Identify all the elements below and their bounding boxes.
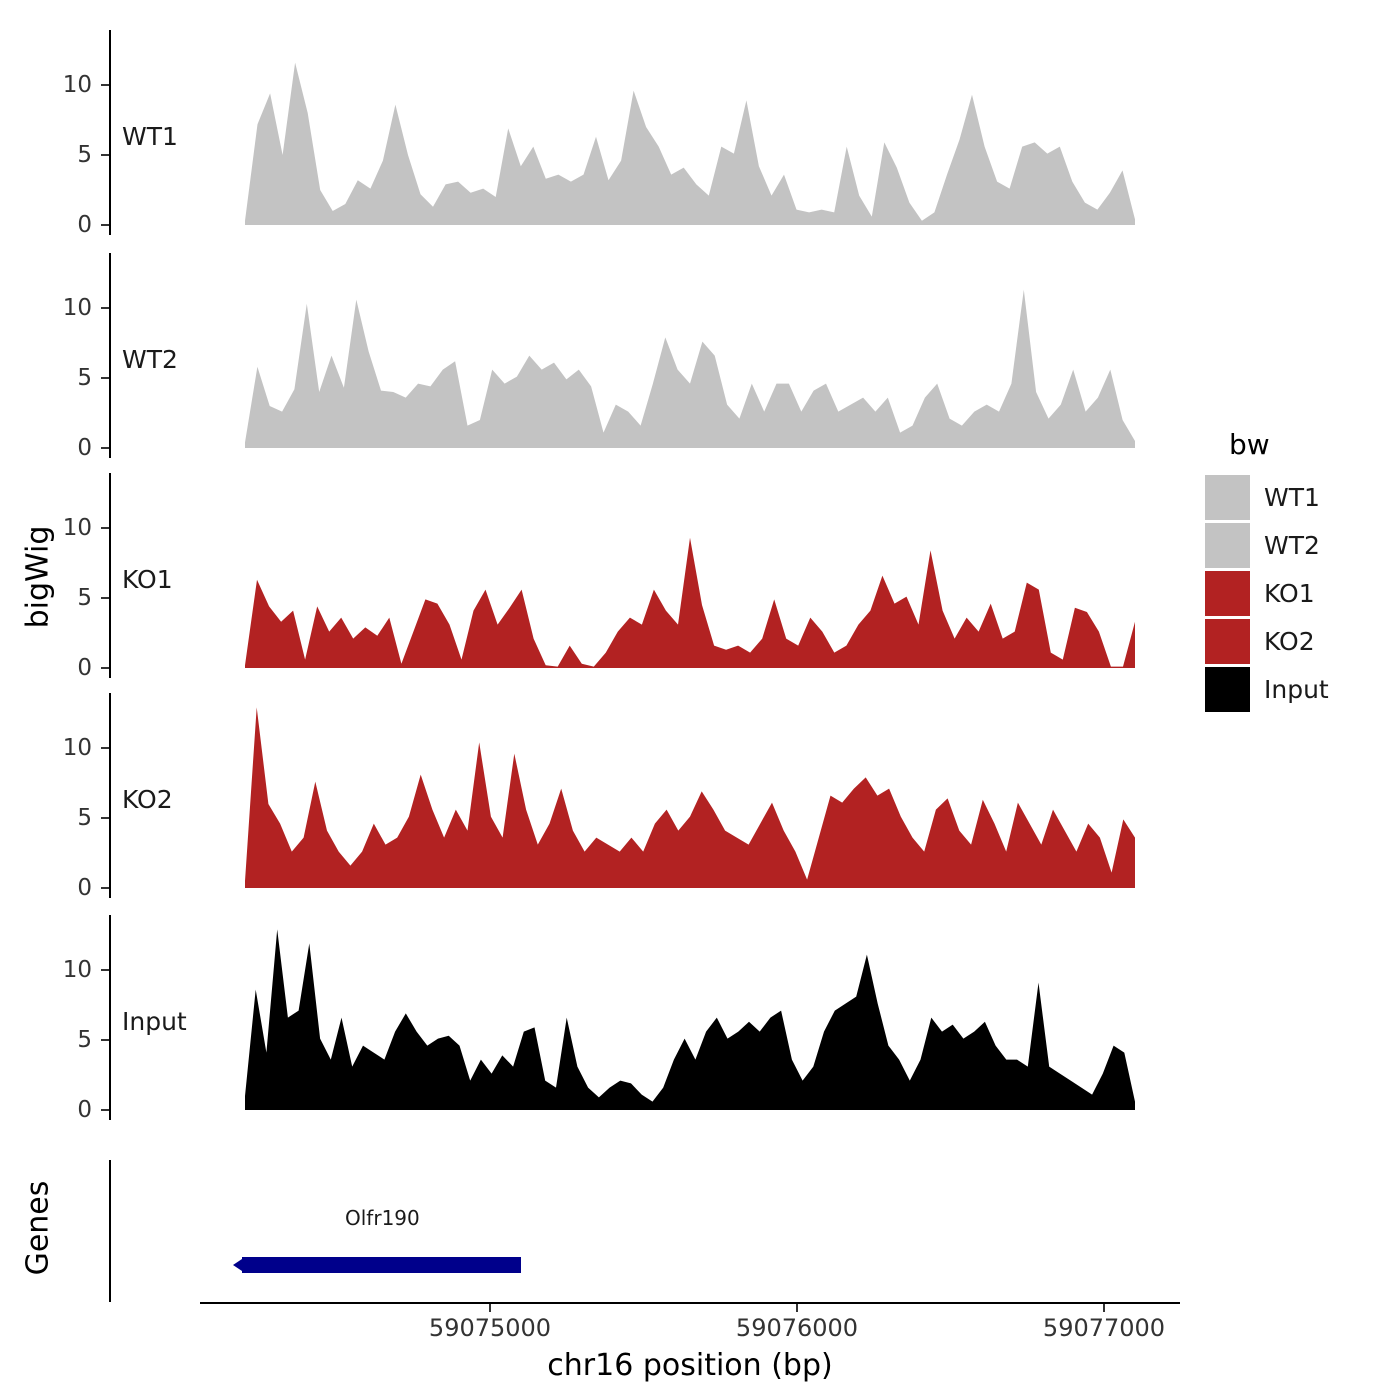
x-tick-label-59075000: 59075000: [428, 1314, 552, 1342]
legend-item-ko1: KO1: [1205, 569, 1329, 617]
legend: bw WT1 WT2 KO1 KO2 Input: [1205, 430, 1329, 713]
y-tick-mark: [101, 887, 109, 889]
coverage-area-wt2: [245, 289, 1135, 448]
gene-strand-arrow-icon: [233, 1259, 242, 1271]
legend-item-input: Input: [1205, 665, 1329, 713]
x-tick-label-59077000: 59077000: [1042, 1314, 1166, 1342]
track-panel-wt2: 10 5 0 WT2: [0, 253, 1400, 463]
coverage-area-ko1: [245, 537, 1135, 668]
y-tick-mark: [101, 969, 109, 971]
y-tick-label-5: 5: [77, 1027, 92, 1053]
y-tick-label-0: 0: [77, 435, 92, 461]
coverage-track-wt2: [245, 289, 1135, 448]
y-tick-label-10: 10: [62, 515, 92, 541]
track-label-wt2: WT2: [122, 345, 178, 374]
y-tick-mark: [101, 154, 109, 156]
track-label-ko2: KO2: [122, 785, 173, 814]
legend-item-wt2: WT2: [1205, 521, 1329, 569]
y-tick-label-5: 5: [77, 585, 92, 611]
y-tick-label-5: 5: [77, 805, 92, 831]
x-tick-label-59076000: 59076000: [735, 1314, 859, 1342]
x-tick-mark: [1103, 1304, 1105, 1312]
legend-item-label: KO1: [1264, 578, 1315, 608]
y-axis-line: [109, 30, 111, 235]
coverage-area-input: [245, 929, 1135, 1110]
legend-item-ko2: KO2: [1205, 617, 1329, 665]
y-tick-label-0: 0: [77, 655, 92, 681]
y-tick-label-10: 10: [62, 295, 92, 321]
y-tick-label-10: 10: [62, 957, 92, 983]
track-label-input: Input: [122, 1007, 187, 1036]
legend-title: bw: [1229, 428, 1270, 461]
gene-bar-olfr190: [233, 1257, 521, 1273]
y-tick-mark: [101, 1039, 109, 1041]
y-tick-mark: [101, 747, 109, 749]
legend-item-wt1: WT1: [1205, 473, 1329, 521]
legend-swatch-wt1: [1205, 474, 1250, 520]
y-axis-line: [109, 693, 111, 898]
y-tick-mark: [101, 84, 109, 86]
y-tick-mark: [101, 1109, 109, 1111]
y-tick-label-0: 0: [77, 875, 92, 901]
y-tick-mark: [101, 307, 109, 309]
y-tick-label-0: 0: [77, 1097, 92, 1123]
track-panel-wt1: 10 5 0 WT1: [0, 30, 1400, 240]
coverage-track-input: [245, 929, 1135, 1110]
x-axis-title: chr16 position (bp): [547, 1348, 833, 1383]
legend-item-label: WT2: [1264, 530, 1320, 560]
y-tick-mark: [101, 377, 109, 379]
legend-item-label: Input: [1264, 674, 1329, 704]
legend-swatch-wt2: [1205, 522, 1250, 568]
y-tick-mark: [101, 817, 109, 819]
legend-item-label: WT1: [1264, 482, 1320, 512]
genes-axis-line: [109, 1160, 111, 1302]
coverage-area-wt1: [245, 62, 1135, 225]
track-panel-ko2: 10 5 0 KO2: [0, 693, 1400, 903]
y-tick-mark: [101, 224, 109, 226]
y-tick-mark: [101, 597, 109, 599]
y-tick-label-10: 10: [62, 72, 92, 98]
y-tick-mark: [101, 527, 109, 529]
y-tick-mark: [101, 667, 109, 669]
track-label-wt1: WT1: [122, 122, 178, 151]
track-label-ko1: KO1: [122, 565, 173, 594]
y-tick-label-5: 5: [77, 365, 92, 391]
legend-swatch-ko1: [1205, 570, 1250, 616]
legend-item-label: KO2: [1264, 626, 1315, 656]
y-tick-label-0: 0: [77, 212, 92, 238]
legend-swatch-ko2: [1205, 618, 1250, 664]
y-axis-label-genes: Genes: [20, 1180, 56, 1276]
y-axis-line: [109, 915, 111, 1120]
y-tick-label-10: 10: [62, 735, 92, 761]
track-panel-ko1: 10 5 0 KO1: [0, 473, 1400, 683]
gene-label: Olfr190: [345, 1206, 420, 1230]
y-tick-label-5: 5: [77, 142, 92, 168]
coverage-track-ko1: [245, 537, 1135, 668]
y-axis-line: [109, 473, 111, 678]
coverage-area-ko2: [245, 707, 1135, 888]
y-tick-mark: [101, 447, 109, 449]
legend-swatch-input: [1205, 666, 1250, 712]
x-tick-mark: [796, 1304, 798, 1312]
track-panel-input: 10 5 0 Input: [0, 915, 1400, 1125]
x-tick-mark: [489, 1304, 491, 1312]
coverage-track-wt1: [245, 62, 1135, 225]
coverage-track-ko2: [245, 707, 1135, 888]
y-axis-line: [109, 253, 111, 458]
x-axis-line: [200, 1302, 1180, 1304]
